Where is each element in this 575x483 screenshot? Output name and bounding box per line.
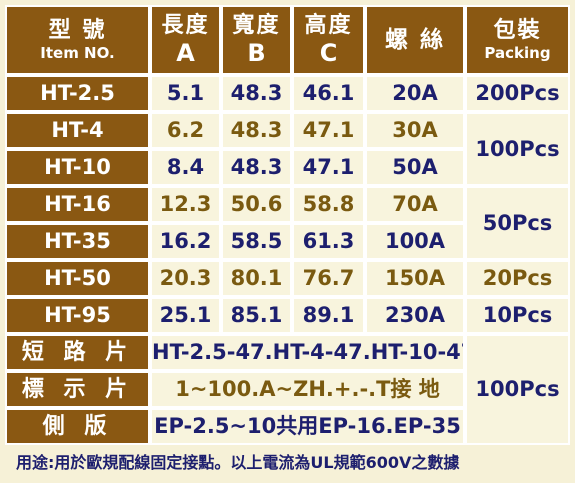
- packing-cell: 50Pcs: [465, 186, 570, 260]
- header-height: 高度 C: [292, 5, 365, 75]
- packing-cell: 100Pcs: [465, 112, 570, 186]
- height-cell: 76.7: [292, 260, 365, 297]
- accessory-label: 短 路 片: [5, 334, 150, 371]
- height-cell: 61.3: [292, 223, 365, 260]
- length-cell: 20.3: [150, 260, 221, 297]
- model-cell: HT-16: [5, 186, 150, 223]
- length-cell: 8.4: [150, 149, 221, 186]
- length-cell: 6.2: [150, 112, 221, 149]
- header-width: 寬度 B: [221, 5, 292, 75]
- length-cell: 12.3: [150, 186, 221, 223]
- spec-table: 型 號 Item NO. 長度 A 寬度 B 高度 C 螺 絲 包裝 Packi…: [5, 5, 570, 445]
- screw-cell: 150A: [365, 260, 465, 297]
- header-height-zh: 高度: [304, 13, 353, 38]
- table-row: HT-16 12.3 50.6 58.8 70A 50Pcs: [5, 186, 570, 260]
- packing-cell: 200Pcs: [465, 75, 570, 112]
- width-cell: 80.1: [221, 260, 292, 297]
- table-row: HT-95 25.1 85.1 89.1 230A 10Pcs: [5, 297, 570, 334]
- width-cell: 85.1: [221, 297, 292, 334]
- width-cell: 58.5: [221, 223, 292, 260]
- header-length-en: A: [176, 39, 195, 67]
- accessory-value: EP-2.5~10共用EP-16.EP-35: [150, 408, 465, 445]
- header-screw: 螺 絲: [365, 5, 465, 75]
- table-row: HT-50 20.3 80.1 76.7 150A 20Pcs: [5, 260, 570, 297]
- header-packing-en: Packing: [484, 43, 551, 62]
- screw-cell: 50A: [365, 149, 465, 186]
- model-cell: HT-50: [5, 260, 150, 297]
- width-cell: 48.3: [221, 112, 292, 149]
- header-length: 長度 A: [150, 5, 221, 75]
- header-width-en: B: [247, 39, 266, 67]
- length-cell: 25.1: [150, 297, 221, 334]
- table-row: HT-2.5 5.1 48.3 46.1 20A 200Pcs: [5, 75, 570, 112]
- header-model-en: Item NO.: [40, 43, 115, 62]
- accessory-row: 標 示 片 1~100.A~ZH.+.-.T接 地: [5, 371, 570, 408]
- accessory-value: 1~100.A~ZH.+.-.T接 地: [150, 371, 465, 408]
- model-cell: HT-4: [5, 112, 150, 149]
- table-row: HT-10 8.4 48.3 47.1 50A: [5, 149, 570, 186]
- width-cell: 50.6: [221, 186, 292, 223]
- model-cell: HT-10: [5, 149, 150, 186]
- header-screw-zh: 螺 絲: [384, 26, 445, 53]
- header-model: 型 號 Item NO.: [5, 5, 150, 75]
- header-length-zh: 長度: [161, 13, 210, 38]
- accessory-row: 短 路 片 HT-2.5-47.HT-4-47.HT-10-47 100Pcs: [5, 334, 570, 445]
- screw-cell: 230A: [365, 297, 465, 334]
- header-height-en: C: [319, 39, 338, 67]
- packing-cell: 10Pcs: [465, 297, 570, 334]
- height-cell: 89.1: [292, 297, 365, 334]
- screw-cell: 70A: [365, 186, 465, 223]
- packing-cell: 20Pcs: [465, 260, 570, 297]
- header-packing: 包裝 Packing: [465, 5, 570, 75]
- height-cell: 46.1: [292, 75, 365, 112]
- header-model-zh: 型 號: [48, 17, 107, 43]
- height-cell: 58.8: [292, 186, 365, 223]
- screw-cell: 20A: [365, 75, 465, 112]
- accessory-label: 標 示 片: [5, 371, 150, 408]
- header-row: 型 號 Item NO. 長度 A 寬度 B 高度 C 螺 絲 包裝 Packi…: [5, 5, 570, 75]
- length-cell: 5.1: [150, 75, 221, 112]
- table-row: HT-4 6.2 48.3 47.1 30A 100Pcs: [5, 112, 570, 186]
- accessory-value: HT-2.5-47.HT-4-47.HT-10-47: [150, 334, 465, 371]
- header-width-zh: 寬度: [232, 13, 281, 38]
- length-cell: 16.2: [150, 223, 221, 260]
- packing-cell: 100Pcs: [465, 334, 570, 445]
- accessory-label: 側 版: [5, 408, 150, 445]
- screw-cell: 100A: [365, 223, 465, 260]
- width-cell: 48.3: [221, 75, 292, 112]
- height-cell: 47.1: [292, 112, 365, 149]
- model-cell: HT-35: [5, 223, 150, 260]
- spec-table-container: 型 號 Item NO. 長度 A 寬度 B 高度 C 螺 絲 包裝 Packi…: [5, 5, 570, 445]
- width-cell: 48.3: [221, 149, 292, 186]
- model-cell: HT-95: [5, 297, 150, 334]
- accessory-row: 側 版 EP-2.5~10共用EP-16.EP-35: [5, 408, 570, 445]
- table-row: HT-35 16.2 58.5 61.3 100A: [5, 223, 570, 260]
- model-cell: HT-2.5: [5, 75, 150, 112]
- screw-cell: 30A: [365, 112, 465, 149]
- height-cell: 47.1: [292, 149, 365, 186]
- header-packing-zh: 包裝: [493, 17, 542, 43]
- usage-note: 用途:用於歐規配線固定接點。以上電流為UL規範600V之數據: [16, 453, 460, 472]
